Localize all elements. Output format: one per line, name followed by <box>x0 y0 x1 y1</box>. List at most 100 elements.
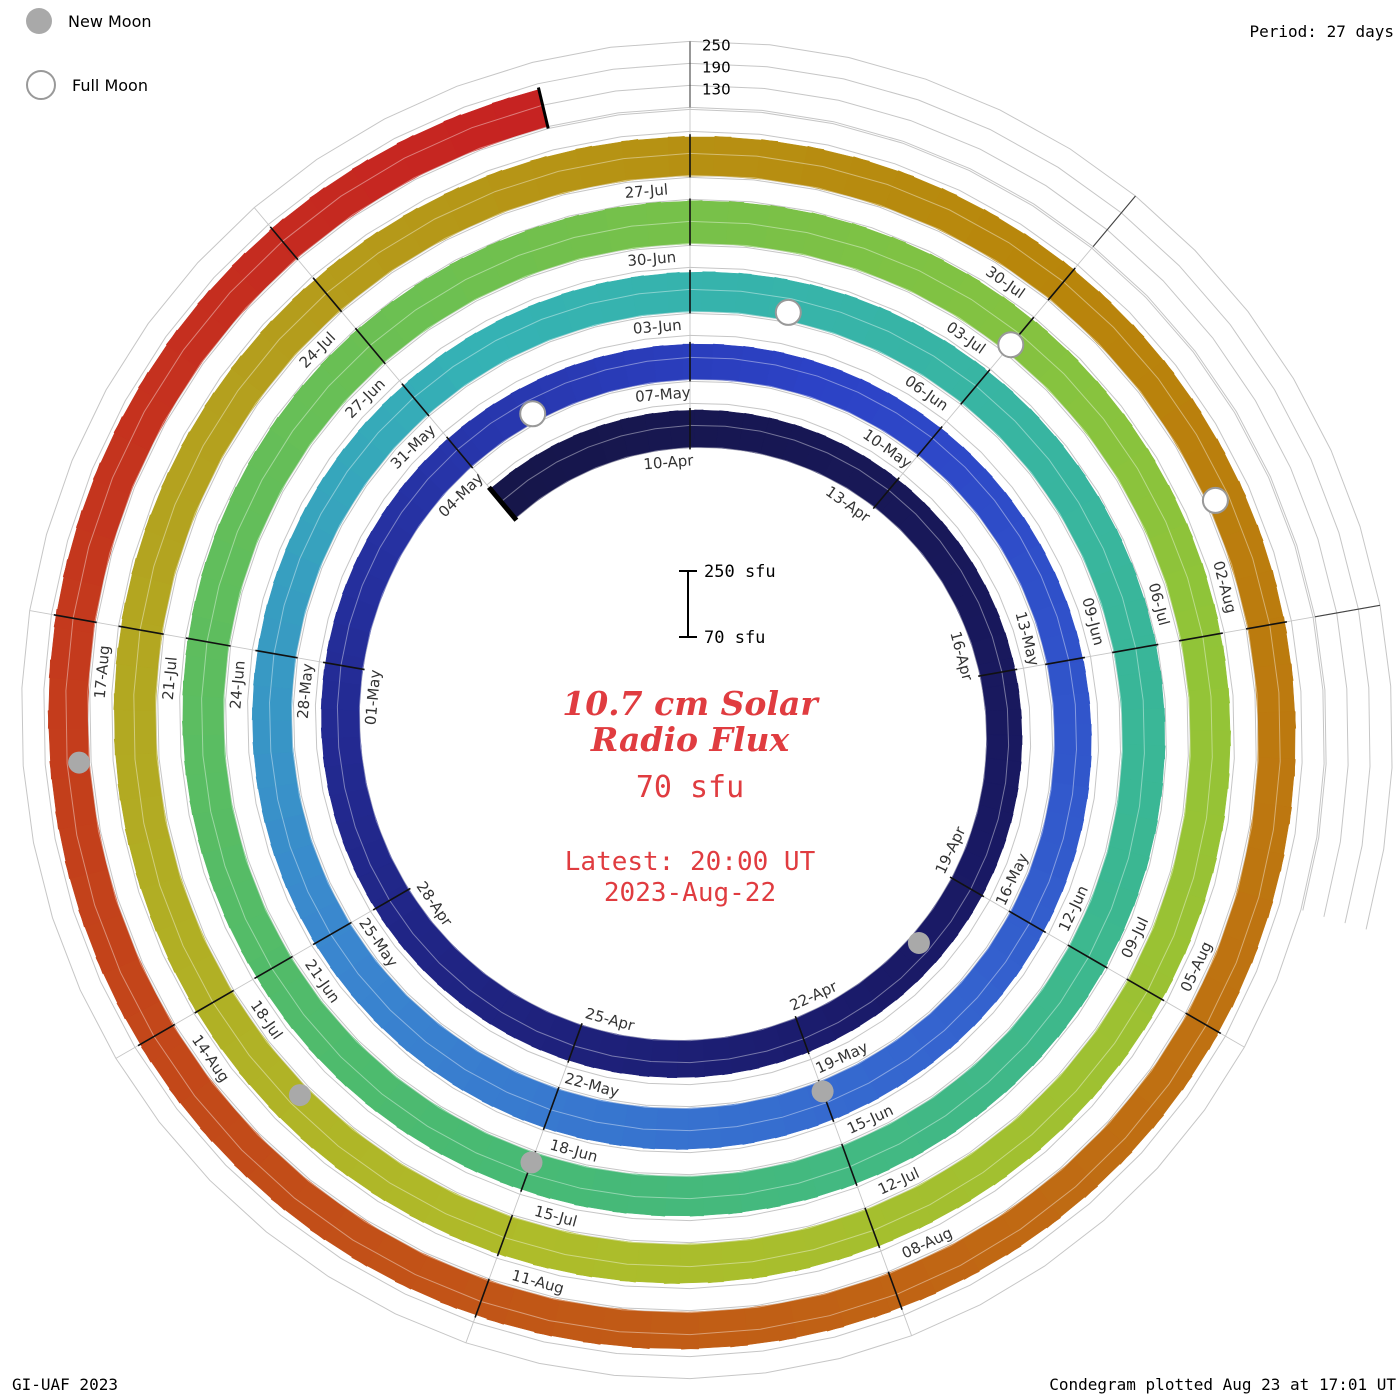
flux-band-segment <box>508 454 557 506</box>
day-tick <box>354 327 386 365</box>
day-tick <box>1047 267 1076 301</box>
day-tick <box>322 661 365 671</box>
new-moon-label: New Moon <box>68 11 152 31</box>
new-moon-icon <box>26 8 52 34</box>
day-tick <box>1008 910 1047 934</box>
flux-band <box>47 89 1297 1350</box>
band-end-cap <box>536 87 550 129</box>
latest-reading: Latest: 20:00 UT 2023-Aug-22 <box>340 847 1040 909</box>
day-tick <box>872 477 900 510</box>
day-tick <box>887 1271 903 1310</box>
flux-band-segment <box>416 938 472 991</box>
day-tick <box>542 1086 560 1131</box>
day-tick <box>269 226 299 261</box>
scalebar-top-label: 250 sfu <box>704 562 776 582</box>
day-tick <box>949 876 985 898</box>
full-moon-marker <box>1201 486 1229 514</box>
latest-date: 2023-Aug-22 <box>603 878 777 908</box>
credit-label: GI-UAF 2023 <box>12 1375 118 1394</box>
band-end-cap <box>486 485 519 522</box>
chart-title-line2: Radio Flux <box>590 720 790 759</box>
flux-band-segment <box>862 468 913 518</box>
date-label: 01-May <box>361 669 384 726</box>
grid-tick <box>1092 195 1136 247</box>
grid-spiral-overlay <box>65 104 1281 1336</box>
legend-full-moon: Full Moon <box>26 70 152 100</box>
day-tick <box>864 1207 881 1249</box>
new-moon-marker <box>288 1084 311 1107</box>
flux-band-segment <box>843 455 893 504</box>
day-tick <box>1178 632 1223 642</box>
date-label: 30-Jun <box>627 248 677 270</box>
day-tick <box>841 1143 858 1186</box>
plotted-timestamp: Condegram plotted Aug 23 at 17:01 UT <box>1049 1375 1396 1394</box>
day-tick <box>372 887 411 911</box>
scalebar-bottom-label: 70 sfu <box>704 628 766 648</box>
day-tick <box>312 921 352 946</box>
flux-band-segment <box>897 501 948 551</box>
flux-band-segment <box>458 972 513 1025</box>
legend-new-moon: New Moon <box>26 8 152 34</box>
day-tick <box>567 1023 583 1063</box>
period-label: Period: 27 days <box>1249 22 1395 41</box>
date-label: 21-Jul <box>159 656 181 701</box>
day-tick <box>496 1214 514 1257</box>
day-tick <box>445 436 474 469</box>
day-tick <box>1112 643 1159 654</box>
radial-axis-labels: 250 190 130 <box>702 36 731 98</box>
grid-spiral <box>21 40 1393 1380</box>
day-tick <box>255 649 298 659</box>
radial-axis-label: 250 <box>702 36 731 54</box>
day-tick <box>474 1278 490 1318</box>
flux-band-segment <box>802 432 850 480</box>
moon-markers <box>68 298 1229 1174</box>
date-label: 17-Aug <box>91 645 114 700</box>
day-tick <box>1045 656 1086 666</box>
day-tick <box>916 425 943 458</box>
day-tick <box>1126 978 1165 1002</box>
grid-spiral-overlay <box>87 126 1259 1314</box>
flux-band-segment <box>823 442 872 491</box>
day-tick <box>1185 1012 1222 1035</box>
flux-band-segment <box>892 931 943 983</box>
day-tick <box>960 369 991 405</box>
latest-time: Latest: 20:00 UT <box>564 847 816 877</box>
day-tick <box>1067 944 1108 969</box>
day-tick <box>312 277 343 313</box>
day-tick <box>137 1023 176 1047</box>
date-label: 03-Jun <box>632 316 682 338</box>
baseline-flux-label: 70 sfu <box>635 770 745 805</box>
date-label: 27-Jul <box>624 180 669 201</box>
chart-title-line1: 10.7 cm Solar <box>562 684 818 723</box>
day-tick <box>53 614 97 624</box>
full-moon-marker <box>997 331 1025 359</box>
day-tick <box>1245 621 1288 630</box>
day-tick <box>794 1015 810 1055</box>
grid-overlay <box>65 104 1281 1336</box>
date-label: 24-Jun <box>226 660 248 710</box>
date-label: 07-May <box>634 383 691 405</box>
moon-legend: New Moon Full Moon <box>26 8 152 136</box>
full-moon-marker <box>519 400 547 428</box>
day-tick <box>254 955 294 980</box>
flux-band-segment <box>880 484 931 534</box>
day-tick <box>185 637 231 647</box>
flux-band-segment <box>909 912 959 964</box>
center-annotation: 10.7 cm Solar Radio Flux 70 sfu Latest: … <box>340 686 1040 909</box>
grid-tick <box>1314 604 1381 618</box>
new-moon-marker <box>68 751 91 774</box>
flux-band-segment <box>436 956 492 1009</box>
radial-axis-label: 190 <box>702 58 731 76</box>
day-tick <box>401 383 430 417</box>
date-label: 28-May <box>294 663 317 720</box>
day-tick <box>194 989 235 1014</box>
new-moon-marker <box>520 1151 543 1174</box>
full-moon-label: Full Moon <box>72 75 148 95</box>
full-moon-marker <box>774 298 802 326</box>
new-moon-marker <box>907 932 930 954</box>
flux-band-segment <box>481 987 535 1039</box>
radial-axis-label: 130 <box>702 80 731 98</box>
new-moon-marker <box>811 1080 834 1103</box>
grid-spiral <box>43 62 1371 1358</box>
